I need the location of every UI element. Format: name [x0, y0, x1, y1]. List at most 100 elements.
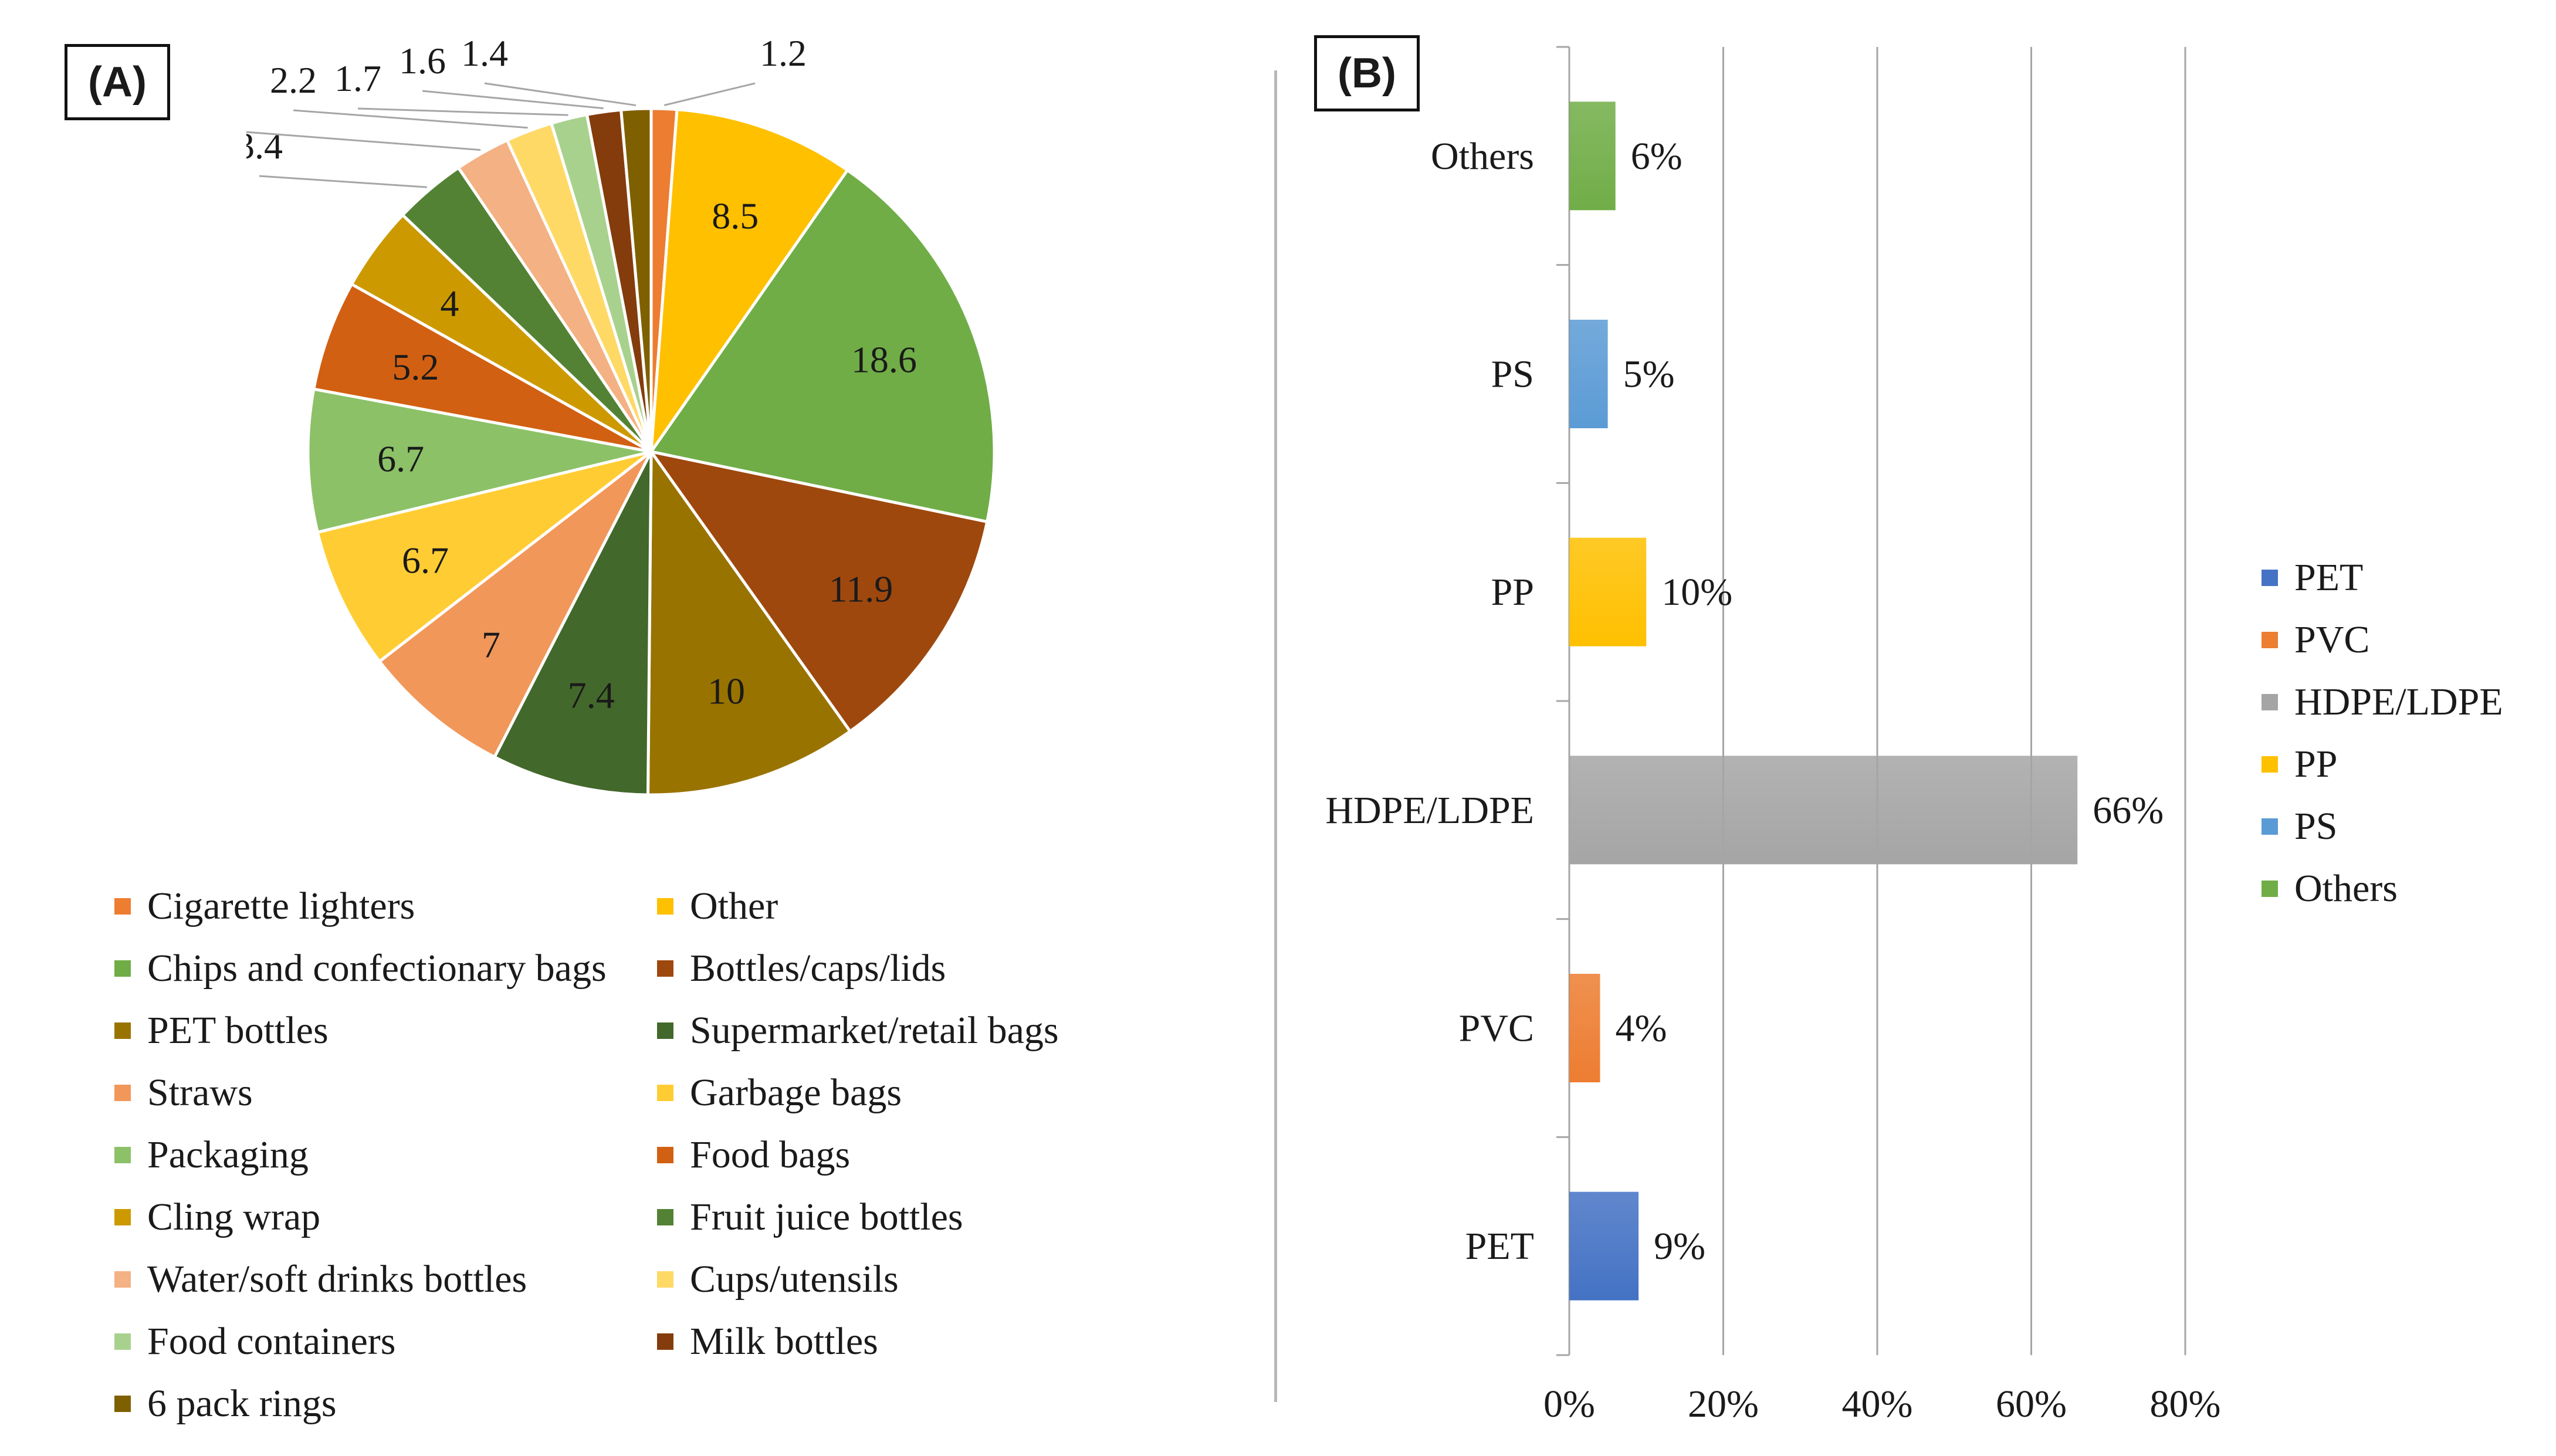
- bar-legend-item: Others: [2262, 865, 2398, 912]
- legend-swatch: [657, 1271, 673, 1288]
- pie-legend-item: PET bottles: [114, 1007, 329, 1054]
- bar-pp: [1569, 537, 1647, 646]
- legend-swatch: [2262, 693, 2278, 710]
- pie-leader-line: [246, 131, 481, 151]
- bar-legend-label: PVC: [2294, 618, 2370, 661]
- bar-legend-label: PET: [2294, 556, 2364, 599]
- pie-legend-label: Fruit juice bottles: [690, 1196, 963, 1238]
- x-tick-label: 80%: [2150, 1383, 2221, 1425]
- pie-legend-item: Food bags: [657, 1132, 850, 1179]
- pie-data-label: 7: [482, 624, 500, 665]
- bar-value-label: 5%: [1623, 353, 1675, 396]
- pie-slice-food-bags: [312, 282, 652, 453]
- pie-slice-bottles-caps-lids: [648, 449, 989, 734]
- x-tick-label: 0%: [1543, 1383, 1595, 1425]
- pie-legend-label: Chips and confectionary bags: [147, 947, 607, 990]
- pie-data-label: 10: [707, 670, 745, 712]
- bar-legend-label: PS: [2294, 805, 2338, 848]
- pie-legend-label: 6 pack rings: [147, 1382, 337, 1425]
- pie-slice-other: [649, 107, 850, 457]
- panel-divider: [1274, 70, 1277, 1402]
- pie-legend-label: Garbage bags: [690, 1071, 902, 1114]
- pie-legend-item: Milk bottles: [657, 1318, 878, 1365]
- legend-swatch: [2262, 818, 2278, 835]
- pie-data-label: 6.7: [402, 540, 449, 581]
- pie-legend-label: Milk bottles: [690, 1320, 878, 1363]
- pie-data-label: 1.2: [760, 41, 807, 74]
- pie-slice-chips-and-confectionary-bags: [648, 168, 996, 524]
- bar-legend-label: HDPE/LDPE: [2294, 680, 2503, 723]
- panel-a-label: (A): [65, 44, 170, 120]
- legend-swatch: [114, 898, 131, 915]
- pie-slice-garbage-bags: [316, 450, 652, 664]
- bar-pvc: [1569, 974, 1600, 1082]
- pie-leader-line: [422, 90, 604, 110]
- bar-legend-item: PET: [2262, 554, 2363, 601]
- pie-legend-label: Straws: [147, 1071, 253, 1114]
- pie-leader-line: [293, 109, 528, 129]
- bar-hdpe-ldpe: [1569, 756, 2078, 865]
- bar-legend-item: PS: [2262, 803, 2337, 850]
- panel-b-label: (B): [1314, 35, 1420, 111]
- pie-legend-item: Water/soft drinks bottles: [114, 1256, 527, 1303]
- pie-leader-line: [357, 107, 568, 116]
- y-category-label: HDPE/LDPE: [1325, 789, 1534, 832]
- legend-swatch: [114, 1146, 131, 1163]
- bar-chart: 0% 20% 40% 60% 80% PET 9% PVC 4% HDPE/LDPE 66% PP 10…: [1325, 46, 2221, 1425]
- pie-data-label: 1.4: [461, 41, 508, 74]
- pie-legend-item: Cigarette lighters: [114, 883, 415, 930]
- bar-value-label: 4%: [1616, 1007, 1667, 1050]
- pie-legend-label: Food bags: [690, 1133, 851, 1176]
- pie-legend-label: Other: [690, 885, 778, 927]
- legend-swatch: [2262, 880, 2278, 897]
- pie-chart: 1.28.518.611.9107.476.76.75.243.42.62.21…: [246, 41, 996, 797]
- y-category-label: PS: [1491, 353, 1534, 396]
- bar-ps: [1569, 320, 1608, 428]
- bar-legend-label: PP: [2294, 743, 2338, 785]
- pie-slice-packaging: [306, 387, 652, 534]
- y-category-label: PET: [1465, 1225, 1534, 1268]
- y-category-label: PP: [1491, 571, 1534, 614]
- pie-data-label: 7.4: [568, 675, 615, 716]
- legend-swatch: [657, 1022, 673, 1039]
- pie-slice-6-pack-rings: [619, 107, 653, 452]
- pie-legend-item: Straws: [114, 1069, 253, 1116]
- pie-legend-label: Water/soft drinks bottles: [147, 1258, 527, 1301]
- pie-legend-label: Bottles/caps/lids: [690, 947, 946, 990]
- legend-swatch: [657, 960, 673, 977]
- legend-swatch: [2262, 631, 2278, 648]
- x-tick-label: 60%: [1996, 1383, 2067, 1425]
- pie-data-label: 3.4: [246, 125, 283, 167]
- y-category-label: Others: [1431, 135, 1534, 178]
- legend-swatch: [114, 1022, 131, 1039]
- pie-legend-item: Packaging: [114, 1132, 309, 1179]
- pie-legend-label: Food containers: [147, 1320, 396, 1363]
- pie-data-label: 6.7: [377, 438, 424, 479]
- legend-swatch: [114, 1084, 131, 1101]
- pie-legend-item: Bottles/caps/lids: [657, 945, 946, 992]
- pie-legend-item: Other: [657, 883, 778, 930]
- bar-legend-item: HDPE/LDPE: [2262, 679, 2503, 726]
- pie-data-label: 11.9: [829, 568, 893, 610]
- legend-swatch: [114, 1208, 131, 1225]
- bar-value-label: 6%: [1631, 135, 1682, 178]
- bar-legend-label: Others: [2294, 867, 2398, 910]
- bar-pet: [1569, 1191, 1639, 1301]
- pie-legend-label: Cling wrap: [147, 1196, 321, 1238]
- pie-data-label: 8.5: [712, 195, 759, 237]
- legend-swatch: [2262, 756, 2278, 773]
- pie-slice-pet-bottles: [646, 447, 852, 797]
- pie-data-label: 2.2: [270, 59, 317, 101]
- legend-swatch: [114, 1333, 131, 1350]
- pie-leader-line: [259, 175, 428, 188]
- pie-leader-line: [484, 82, 637, 107]
- legend-swatch: [657, 1333, 673, 1350]
- pie-legend-item: Cups/utensils: [657, 1256, 899, 1303]
- bar-others: [1569, 101, 1616, 211]
- pie-data-label: 5.2: [392, 346, 439, 388]
- pie-legend-label: Cups/utensils: [690, 1258, 899, 1301]
- bar-value-label: 10%: [1661, 571, 1732, 614]
- x-tick-label: 40%: [1842, 1383, 1913, 1425]
- pie-legend-item: Chips and confectionary bags: [114, 945, 607, 992]
